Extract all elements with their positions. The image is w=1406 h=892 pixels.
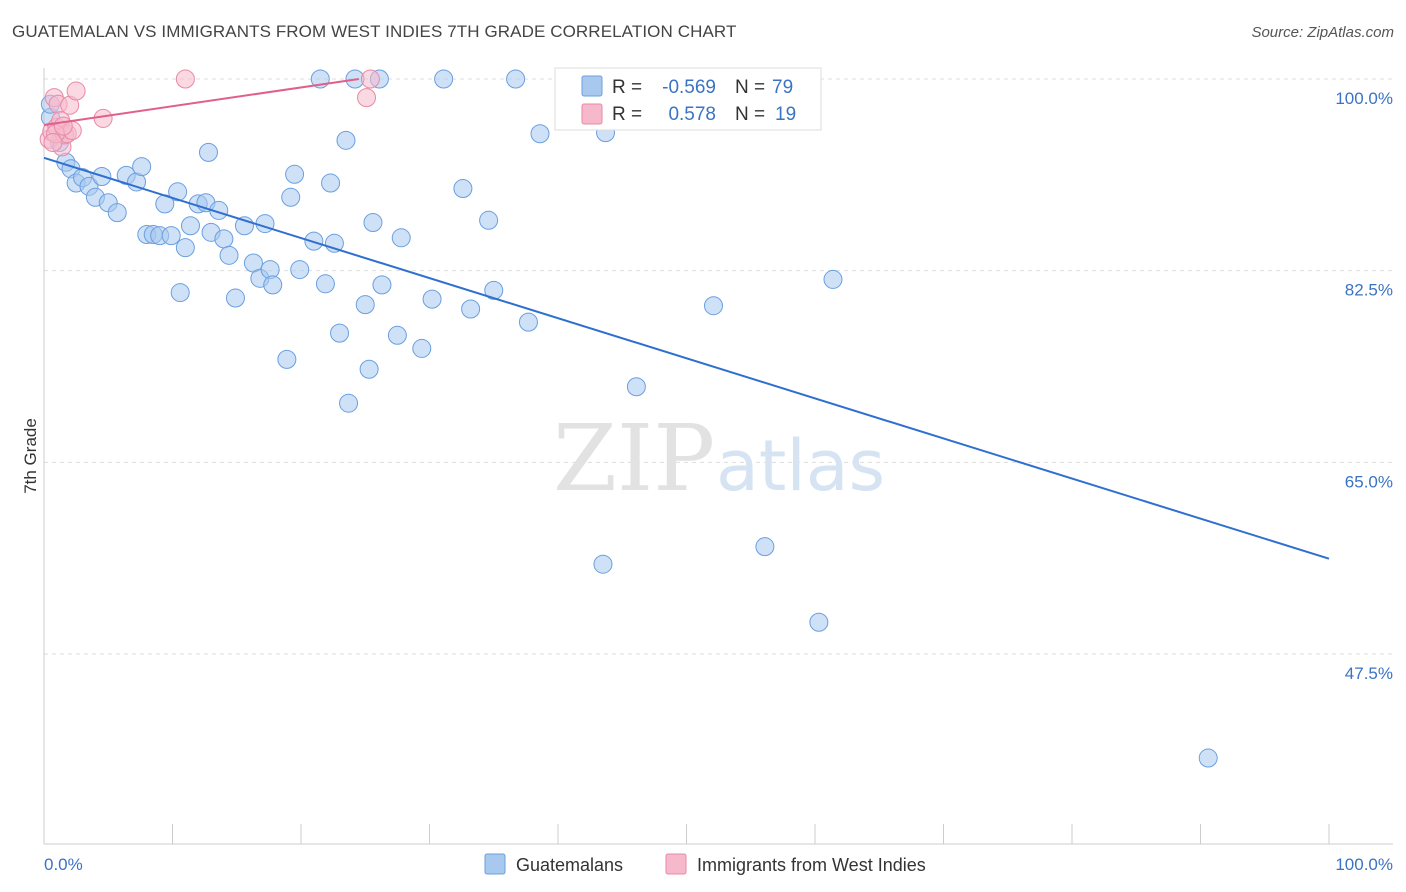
y-axis-label: 7th Grade [21, 418, 40, 494]
chart-title: GUATEMALAN VS IMMIGRANTS FROM WEST INDIE… [12, 22, 737, 41]
y-tick-label-3: 47.5% [1345, 664, 1393, 683]
legend-label-west-indies: Immigrants from West Indies [697, 855, 926, 875]
west-indies-point-11 [66, 81, 86, 101]
guatemalan-point-66 [518, 312, 538, 332]
guatemalan-point-30 [219, 245, 239, 265]
stats-r-label-2: R = [612, 104, 642, 125]
guatemalan-point-70 [626, 377, 646, 397]
stats-n-value-1: 79 [772, 77, 793, 98]
west-indies-point-13 [175, 69, 195, 89]
y-tick-label-1: 82.5% [1345, 281, 1393, 300]
legend-swatch-guatemalans [484, 853, 506, 875]
watermark-zip: ZIP [553, 405, 715, 512]
watermark: ZIP atlas [553, 405, 885, 512]
guatemalan-point-35 [255, 214, 275, 234]
y-tick-labels: 100.0% 82.5% 65.0% 47.5% [1335, 89, 1393, 683]
stats-r-value-2: 0.578 [668, 104, 716, 125]
trend-line-west-indies [43, 78, 359, 126]
guatemalan-point-76 [1198, 748, 1218, 768]
guatemalan-point-37 [263, 275, 283, 295]
guatemalan-point-41 [290, 260, 310, 280]
x-tick-label-max: 100.0% [1335, 855, 1393, 874]
guatemalan-point-22 [175, 238, 195, 258]
guatemalan-point-59 [422, 289, 442, 309]
stats-r-label-1: R = [612, 77, 642, 98]
west-indies-point-18 [43, 133, 63, 153]
guatemalan-point-48 [336, 130, 356, 150]
guatemalan-point-63 [479, 210, 499, 230]
guatemalan-point-19 [161, 226, 181, 246]
guatemalan-point-45 [321, 173, 341, 193]
guatemalan-point-47 [330, 323, 350, 343]
guatemalan-point-21 [170, 283, 190, 303]
guatemalan-point-39 [281, 187, 301, 207]
guatemalan-point-72 [755, 537, 775, 557]
guatemalan-point-57 [391, 228, 411, 248]
west-indies-point-17 [53, 116, 73, 136]
stats-swatch-blue [581, 75, 603, 97]
source-label: Source: ZipAtlas.com [1251, 24, 1394, 41]
guatemalan-point-61 [453, 179, 473, 199]
guatemalan-point-52 [359, 359, 379, 379]
west-indies-point-14 [357, 88, 377, 108]
guatemalan-point-11 [107, 203, 127, 223]
guatemalan-point-71 [703, 296, 723, 316]
stats-n-value-2: 19 [775, 104, 796, 125]
guatemalan-point-74 [809, 612, 829, 632]
west-indies-point-15 [360, 69, 380, 89]
west-indies-point-12 [93, 108, 113, 128]
legend: Guatemalans Immigrants from West Indies [484, 853, 926, 875]
guatemalan-point-51 [355, 295, 375, 315]
guatemalan-point-49 [339, 393, 359, 413]
guatemalan-point-40 [285, 164, 305, 184]
guatemalan-point-56 [387, 325, 407, 345]
guatemalan-point-62 [461, 299, 481, 319]
y-tick-label-0: 100.0% [1335, 89, 1393, 108]
stats-r-value-1: -0.569 [662, 77, 716, 98]
legend-label-guatemalans: Guatemalans [516, 855, 623, 875]
x-tick-label-min: 0.0% [44, 855, 83, 874]
trend-line-guatemalans [43, 156, 1330, 560]
guatemalan-point-29 [214, 229, 234, 249]
guatemalan-point-44 [315, 274, 335, 294]
axes [43, 68, 1393, 845]
stats-box: R = -0.569 N = 79 R = 0.578 N = 19 [554, 67, 822, 131]
guatemalan-point-20 [168, 182, 188, 202]
legend-swatch-west-indies [665, 853, 687, 875]
stats-swatch-pink [581, 103, 603, 125]
trend-lines [43, 78, 1330, 560]
guatemalan-point-14 [132, 157, 152, 177]
guatemalan-point-65 [506, 69, 526, 89]
guatemalan-point-60 [434, 69, 454, 89]
guatemalan-point-58 [412, 338, 432, 358]
guatemalan-point-31 [225, 288, 245, 308]
x-ticks [172, 824, 1330, 844]
guatemalan-point-55 [372, 275, 392, 295]
guatemalan-point-68 [593, 554, 613, 574]
guatemalan-point-53 [363, 212, 383, 232]
grid [44, 78, 1393, 655]
guatemalan-point-64 [484, 280, 504, 300]
guatemalan-point-38 [277, 349, 297, 369]
watermark-atlas: atlas [716, 425, 885, 507]
y-tick-label-2: 65.0% [1345, 472, 1393, 491]
guatemalan-point-23 [180, 216, 200, 236]
guatemalan-point-26 [198, 142, 218, 162]
stats-n-label-1: N = [735, 77, 765, 98]
guatemalan-point-75 [823, 269, 843, 289]
stats-n-label-2: N = [735, 104, 765, 125]
guatemalan-point-67 [530, 124, 550, 144]
